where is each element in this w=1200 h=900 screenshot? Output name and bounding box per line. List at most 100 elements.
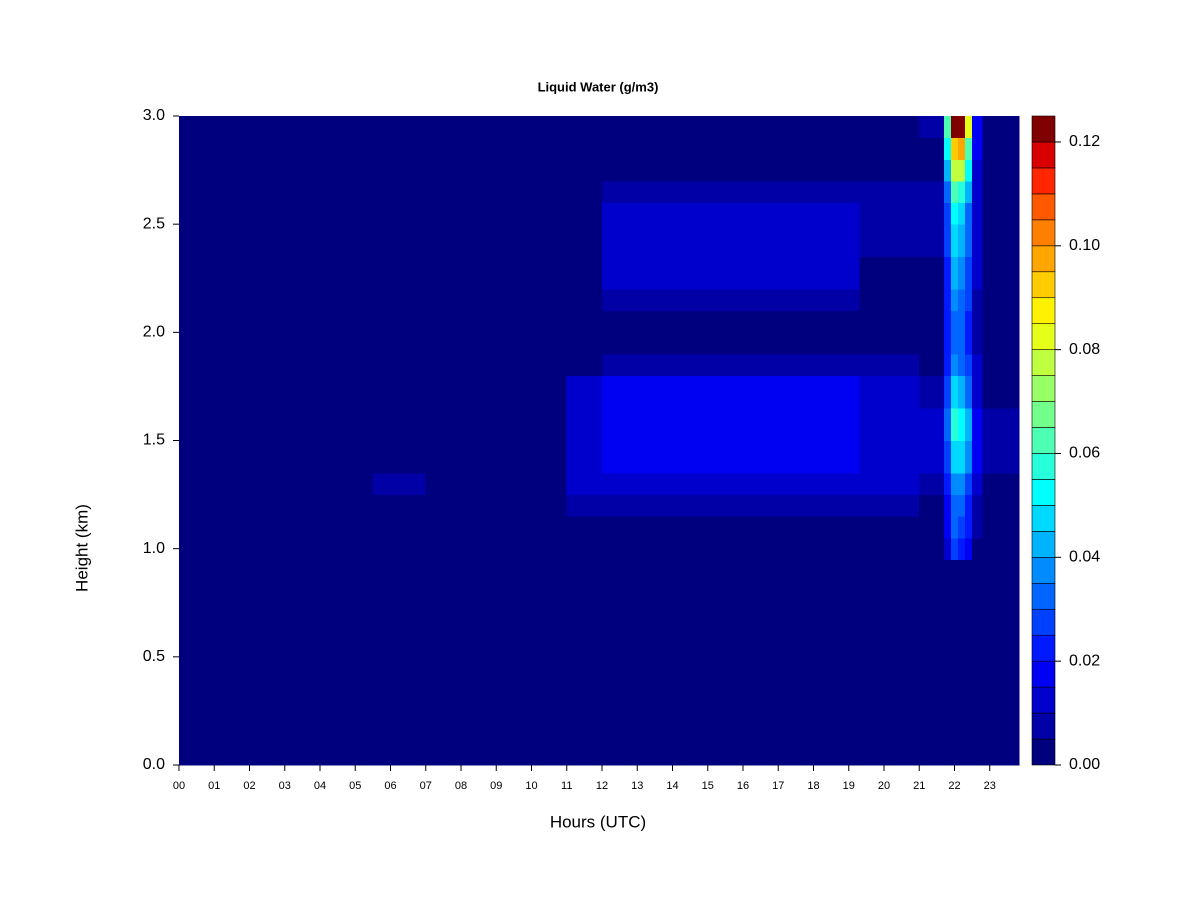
- heat-cell: [566, 516, 603, 539]
- heat-cell: [425, 408, 568, 441]
- colorbar-box: [1031, 660, 1056, 688]
- colorbar-box: [1031, 167, 1056, 195]
- x-tick-label: 05: [349, 780, 361, 792]
- colorbar-box: [1031, 349, 1056, 376]
- heat-cell: [179, 116, 374, 139]
- heat-cell: [982, 559, 1020, 766]
- heat-cell: [601, 159, 860, 182]
- heat-cell: [179, 353, 374, 377]
- heat-cell: [601, 353, 860, 377]
- heat-cell: [958, 137, 966, 160]
- heat-cell: [982, 202, 1020, 225]
- heat-cell: [972, 289, 984, 312]
- heat-cell: [943, 180, 952, 204]
- heat-cell: [919, 202, 945, 225]
- heat-cell: [919, 440, 945, 474]
- heat-cell: [972, 256, 984, 290]
- heat-cell: [601, 494, 860, 517]
- heat-cell: [425, 516, 568, 539]
- heat-cell: [950, 537, 959, 560]
- heat-cell: [372, 516, 427, 539]
- heat-cell: [919, 310, 945, 355]
- heat-cell: [958, 472, 966, 496]
- colorbar-box: [1031, 479, 1056, 506]
- colorbar-box: [1031, 427, 1056, 454]
- heat-cell: [372, 116, 427, 139]
- y-tick-label: 0.5: [143, 648, 165, 665]
- heat-cell: [943, 202, 952, 225]
- colorbar-box: [1031, 634, 1056, 662]
- heat-cell: [372, 137, 427, 160]
- heat-cell: [425, 310, 568, 355]
- heat-cell: [950, 516, 959, 539]
- heat-cell: [943, 375, 952, 409]
- colorbar-box: [1031, 505, 1056, 532]
- heat-cell: [425, 559, 568, 766]
- colorbar-tick-label: 0.04: [1069, 549, 1100, 566]
- heat-cell: [958, 224, 966, 258]
- heat-cell: [566, 537, 603, 560]
- x-tick-label: 04: [314, 780, 326, 792]
- heat-cell: [965, 116, 973, 139]
- heat-cell: [425, 375, 568, 409]
- heat-cell: [958, 440, 966, 474]
- heat-cell: [943, 310, 952, 355]
- x-tick-label: 13: [631, 780, 643, 792]
- heat-cell: [919, 289, 945, 312]
- heat-cell: [425, 137, 568, 160]
- heat-cell: [566, 472, 603, 496]
- heat-cell: [919, 494, 945, 517]
- x-tick-label: 19: [843, 780, 855, 792]
- heat-cell: [972, 353, 984, 377]
- heat-cell: [943, 137, 952, 160]
- heat-cell: [950, 159, 959, 182]
- heat-cell: [982, 375, 1020, 409]
- heat-cell: [972, 537, 984, 560]
- heat-cell: [972, 559, 984, 766]
- heat-cell: [965, 159, 973, 182]
- heat-cell: [982, 408, 1020, 441]
- heat-cell: [425, 440, 568, 474]
- heat-cell: [566, 256, 603, 290]
- x-tick-label: 01: [208, 780, 220, 792]
- heat-cell: [950, 353, 959, 377]
- heat-cell: [601, 116, 860, 139]
- heat-cell: [972, 408, 984, 441]
- heat-cell: [179, 559, 374, 766]
- heat-cell: [601, 289, 860, 312]
- heat-cell: [859, 440, 920, 474]
- heat-cell: [919, 516, 945, 539]
- heat-cell: [566, 137, 603, 160]
- heat-cell: [601, 180, 860, 204]
- heat-cell: [859, 159, 920, 182]
- heat-cell: [958, 289, 966, 312]
- heat-cell: [601, 202, 860, 225]
- heat-cell: [372, 224, 427, 258]
- heat-cell: [919, 137, 945, 160]
- colorbar-box: [1031, 193, 1056, 221]
- heat-cell: [566, 224, 603, 258]
- heat-cell: [372, 353, 427, 377]
- heat-cell: [566, 159, 603, 182]
- heat-cell: [943, 537, 952, 560]
- x-tick-label: 07: [420, 780, 432, 792]
- heat-cell: [425, 180, 568, 204]
- heat-cell: [859, 289, 920, 312]
- chart-title: Liquid Water (g/m3): [538, 79, 659, 94]
- heat-cell: [958, 559, 966, 766]
- heat-cell: [965, 537, 973, 560]
- heat-cell: [179, 310, 374, 355]
- y-tick-label: 3.0: [143, 107, 165, 124]
- colorbar-box: [1031, 401, 1056, 428]
- colorbar-tick-label: 0.02: [1069, 652, 1100, 669]
- heat-cell: [601, 256, 860, 290]
- colorbar-box: [1031, 115, 1056, 143]
- heat-cell: [965, 353, 973, 377]
- x-tick-label: 03: [279, 780, 291, 792]
- heat-cell: [958, 256, 966, 290]
- heat-cell: [425, 472, 568, 496]
- heat-cell: [566, 116, 603, 139]
- heat-cell: [972, 159, 984, 182]
- heat-cell: [372, 440, 427, 474]
